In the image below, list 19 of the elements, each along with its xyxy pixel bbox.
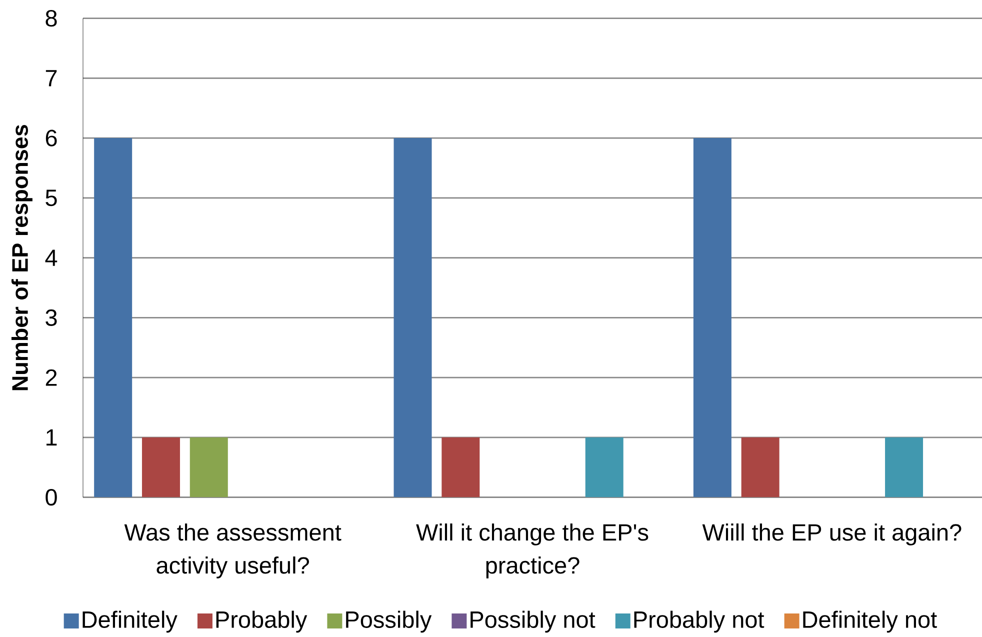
y-tick-label: 6 [46, 130, 57, 146]
legend-label: Definitely not [803, 610, 937, 633]
legend-label: Probably [216, 610, 308, 633]
x-tick-label: Was the assessment activity useful? [124, 523, 342, 578]
y-tick-label: 1 [46, 429, 57, 446]
x-tick-label: Will it change the EP's practice? [416, 523, 648, 578]
legend-label: Possibly not [470, 610, 596, 633]
y-tick-label: 4 [45, 250, 58, 266]
y-tick-label: 2 [46, 369, 57, 386]
y-tick-label: 7 [46, 70, 57, 86]
x-tick-label: Wiill the EP use it again? [702, 523, 962, 546]
legend-label: Probably not [634, 610, 764, 633]
y-tick-label: 3 [46, 309, 57, 326]
y-tick-label: 0 [46, 488, 57, 506]
y-axis-title: Number of EP responses [11, 124, 32, 390]
legend-label: Definitely [82, 610, 178, 633]
legend-label: Possibly [346, 610, 432, 633]
y-tick-label: 5 [46, 190, 57, 206]
y-tick-label: 8 [46, 10, 57, 27]
